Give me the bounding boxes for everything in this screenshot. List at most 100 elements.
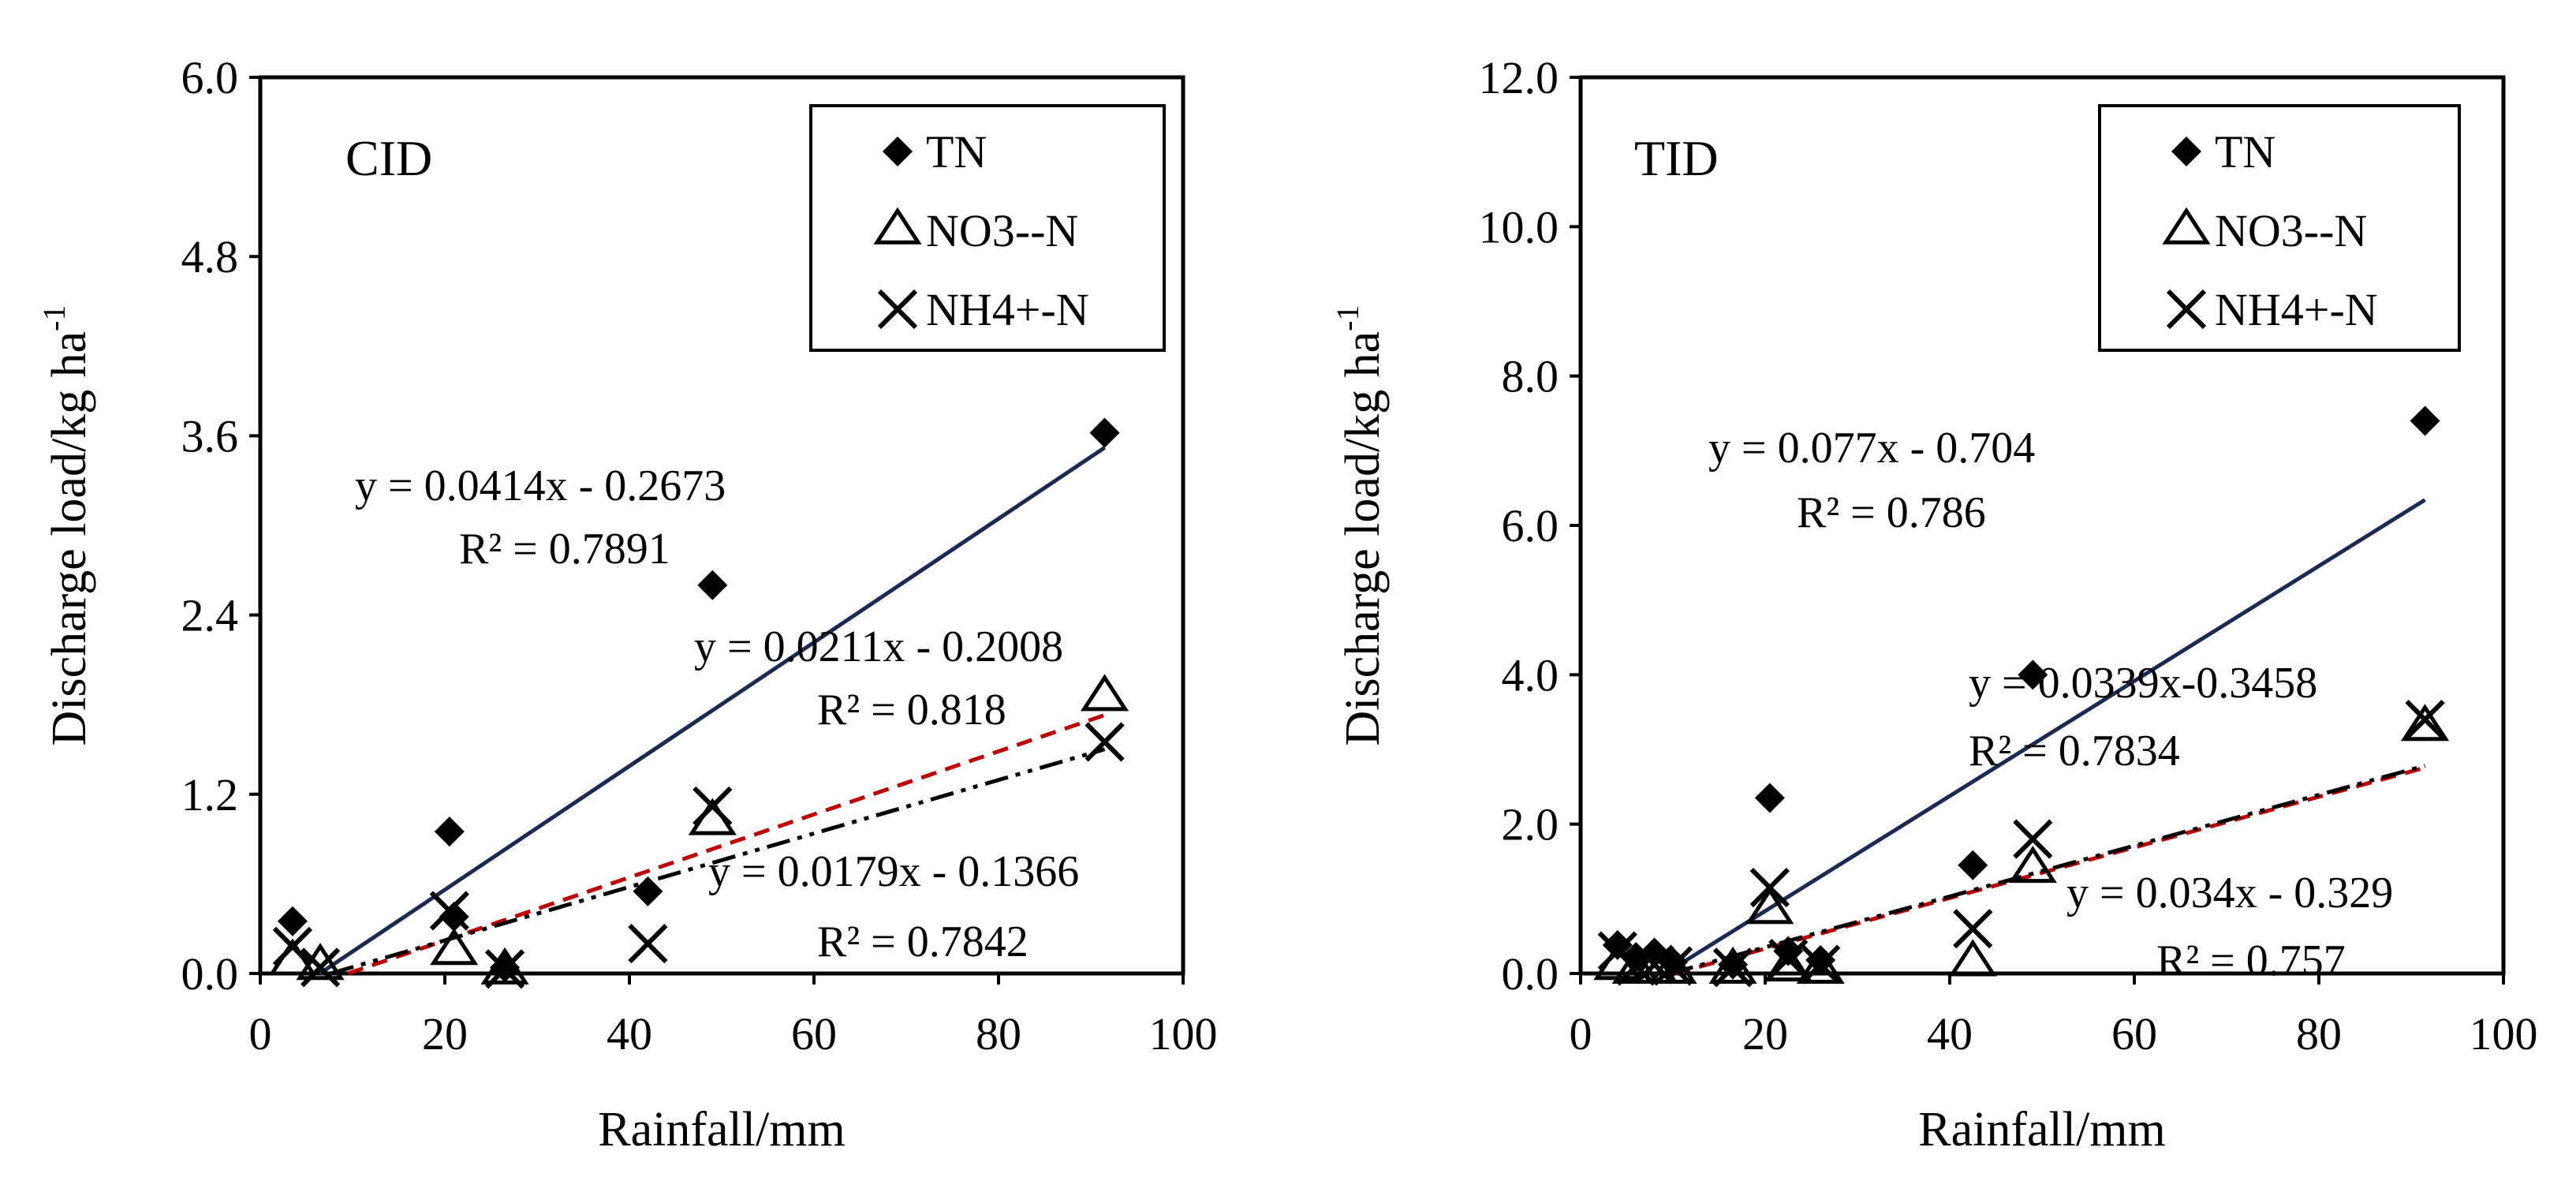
chart1-point-NH4+-N: [2405, 700, 2445, 740]
chart0-y-tick-label: 6.0: [181, 52, 239, 103]
chart0-x-tick-label: 20: [422, 1008, 468, 1059]
chart1-point-NH4+-N: [1634, 944, 1674, 985]
chart1-equation-TN: y = 0.077x - 0.704: [1708, 424, 2035, 473]
chart0-point-NH4+-N: [693, 786, 733, 827]
chart0-y-tick-label: 1.2: [181, 769, 239, 820]
chart0-r-squared-TN: R² = 0.7891: [459, 525, 670, 574]
chart1-point-NH4+-N: [1652, 946, 1693, 986]
chart0-x-tick-label: 0: [249, 1008, 272, 1059]
chart0-legend: TN NO3--N NH4+-N: [809, 104, 1166, 352]
chart1-point-NO3--N: [1948, 939, 1997, 977]
chart1-legend-label-NO3--N: NO3--N: [2215, 205, 2367, 256]
chart0-y-axis-label: Discharge load/kg ha-1: [36, 305, 96, 745]
chart1-y-tick-label: 8.0: [1502, 351, 1559, 402]
chart0-legend-label-NH4+-N: NH4+-N: [926, 284, 1089, 335]
chart0-x-tick-label: 80: [976, 1008, 1021, 1059]
chart1-trendline-TN: [1663, 498, 2426, 976]
chart1-panel: 0.0 2.0 4.0 6.0 8.0 10.0 12.0 0 20 40 60 80 100 Rainf…: [1330, 52, 2538, 1157]
chart1-point-NO3--N: [1796, 946, 1845, 984]
chart0-point-TN: [277, 906, 308, 936]
chart0-equation-NO3--N: y = 0.0211x - 0.2008: [694, 622, 1063, 671]
chart1-point-TN: [1805, 944, 1836, 975]
chart0-y-tick-label: 3.6: [181, 410, 239, 461]
chart1-point-TN: [1958, 850, 1988, 880]
chart0-y-tick-label: 4.8: [181, 231, 239, 282]
chart0-point-NH4+-N: [1085, 722, 1125, 762]
chart1-y-tick-label: 6.0: [1502, 500, 1559, 551]
chart1-point-TN: [2018, 660, 2048, 690]
chart1-y-tick-label: 0.0: [1502, 948, 1559, 1000]
chart1-point-NH4+-N: [1801, 944, 1841, 985]
chart0-x-tick-label: 100: [1149, 1008, 1218, 1059]
chart1-point-NH4+-N: [1953, 909, 1993, 949]
chart0-legend-marker-NH4+-N: [877, 289, 918, 330]
chart0-trendline-NH4+-N: [330, 747, 1106, 976]
chart1-r-squared-TN: R² = 0.786: [1797, 488, 1986, 537]
chart1-point-TN: [1754, 783, 1785, 813]
chart0-panel-label: CID: [345, 130, 432, 186]
chart0-legend-marker-TN: [883, 136, 913, 166]
chart1-point-NO3--N: [1764, 944, 1813, 982]
chart0-point-NO3--N: [430, 928, 479, 966]
chart0-point-TN: [697, 570, 728, 600]
chart1-y-axis-label-superscript: -1: [1330, 305, 1365, 331]
chart1-point-NO3--N: [1708, 946, 1757, 984]
chart0-legend-frame: [809, 104, 1166, 352]
chart1-x-axis-label: Rainfall/mm: [1918, 1103, 2165, 1157]
chart1-legend-marker-NH4+-N: [2166, 289, 2207, 330]
chart1-point-NH4+-N: [1616, 946, 1656, 986]
chart1-x-tick-label: 40: [1927, 1008, 1973, 1059]
chart1-point-NH4+-N: [1768, 938, 1809, 979]
chart1-equation-NO3--N: y = 0.0339x-0.3458: [1969, 659, 2317, 708]
chart1-y-tick-label: 2.0: [1502, 799, 1559, 850]
chart1-panel-label: TID: [1634, 130, 1719, 186]
chart0-x-tick-label: 40: [607, 1008, 652, 1059]
chart0-y-tick-label: 2.4: [181, 590, 239, 641]
chart0-point-NH4+-N: [484, 949, 525, 989]
chart1-r-squared-NO3--N: R² = 0.7834: [1969, 727, 2180, 775]
chart0-point-NH4+-N: [429, 891, 469, 931]
chart1-legend-label-TN: TN: [2215, 126, 2275, 177]
chart1-y-tick-label: 12.0: [1479, 52, 1559, 103]
chart0-point-NH4+-N: [272, 926, 313, 967]
chart0-r-squared-NO3--N: R² = 0.818: [817, 686, 1006, 734]
chart1-legend-marker-NO3--N: [2162, 207, 2211, 245]
chart1-point-NH4+-N: [1712, 947, 1753, 988]
chart0-legend-label-TN: TN: [926, 126, 987, 177]
chart1-x-tick-label: 80: [2296, 1008, 2342, 1059]
chart1-x-tick-label: 100: [2470, 1008, 2538, 1059]
chart1-trendline-NH4+-N: [1669, 764, 2426, 976]
chart1-point-NH4+-N: [2013, 819, 2053, 859]
chart0-point-NO3--N: [480, 947, 529, 985]
chart0-x-axis-label: Rainfall/mm: [598, 1103, 845, 1157]
chart1-y-tick-label: 4.0: [1502, 649, 1559, 701]
chart1-x-tick-label: 60: [2111, 1008, 2157, 1059]
chart1-equation-NH4+-N: y = 0.034x - 0.329: [2066, 869, 2393, 917]
chart0-legend-label-NO3--N: NO3--N: [926, 205, 1078, 256]
chart1-point-NO3--N: [2008, 846, 2057, 884]
chart1-r-squared-NH4+-N: R² = 0.757: [2156, 936, 2346, 985]
chart1-legend-marker-TN: [2171, 136, 2201, 166]
chart0-panel: 0.0 1.2 2.4 3.6 4.8 6.0 0 20 40 60 80 100 Rainfall/m…: [36, 52, 1218, 1157]
chart0-equation-NH4+-N: y = 0.0179x - 0.1366: [708, 847, 1079, 896]
chart1-point-NH4+-N: [1597, 931, 1637, 971]
chart1-x-tick-label: 20: [1742, 1008, 1788, 1059]
chart0-trendline-TN: [319, 446, 1106, 976]
chart0-y-tick-label: 0.0: [181, 948, 239, 1000]
chart0-point-TN: [633, 876, 663, 906]
chart0-x-tick-label: 60: [791, 1008, 837, 1059]
chart1-point-NO3--N: [2400, 704, 2450, 742]
chart0-r-squared-NH4+-N: R² = 0.7842: [817, 917, 1029, 966]
chart1-point-NO3--N: [1745, 887, 1794, 925]
chart1-point-NH4+-N: [1749, 868, 1790, 908]
chart1-x-tick-label: 0: [1570, 1008, 1592, 1059]
chart0-point-TN: [434, 816, 465, 847]
chart0-point-TN: [1089, 417, 1120, 448]
chart1-legend-frame: [2098, 104, 2461, 352]
chart0-legend-marker-NO3--N: [873, 207, 922, 245]
chart1-y-axis-label: Discharge load/kg ha-1: [1330, 305, 1390, 745]
chart0-y-axis-label-superscript: -1: [36, 305, 72, 331]
chart1-y-tick-label: 10.0: [1479, 201, 1559, 252]
